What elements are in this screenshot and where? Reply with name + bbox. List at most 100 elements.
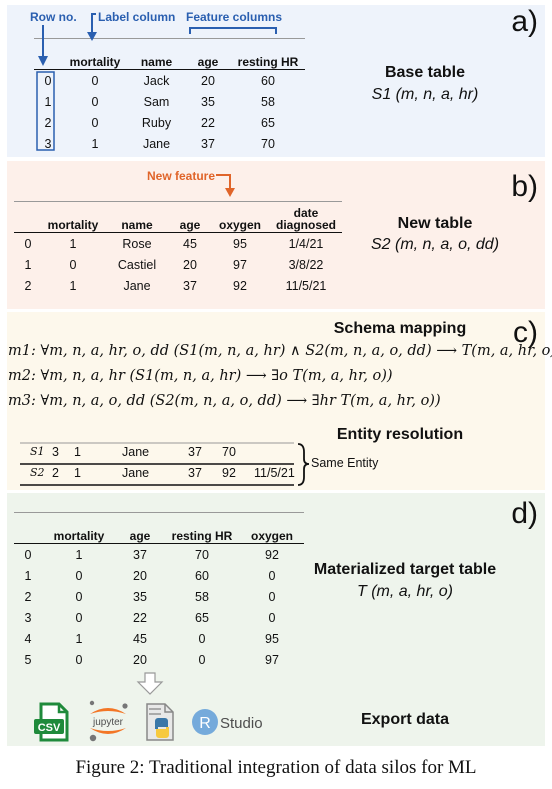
table-cell: 60 xyxy=(195,568,209,583)
target-table-schema: T (m, a, hr, o) xyxy=(356,583,453,600)
table-cell: 0 xyxy=(198,631,206,646)
table-cell: 70 xyxy=(261,136,275,151)
table-cell: 0 xyxy=(91,73,99,88)
table-row: 1 0 20 60 0 xyxy=(14,565,304,586)
entity-source: S2 xyxy=(30,466,45,479)
mapping-m1: m1: ∀m, n, a, hr, o, dd (S1(m, n, a, hr)… xyxy=(8,343,552,359)
table-cell: 0 xyxy=(75,652,83,667)
table-cell: 5 xyxy=(24,652,32,667)
table-cell: 0 xyxy=(24,236,32,251)
figure-caption: Figure 2: Traditional integration of dat… xyxy=(75,757,477,778)
table-cell: 0 xyxy=(75,610,83,625)
table-row: 0 1 Rose 45 95 1/4/21 xyxy=(14,233,342,255)
table-cell: 1/4/21 xyxy=(288,236,324,251)
table-cell: 70 xyxy=(195,547,209,562)
table-cell: 65 xyxy=(261,115,275,130)
table-row: 0 1 37 70 92 xyxy=(14,544,304,566)
column-header xyxy=(14,201,42,233)
column-header: age xyxy=(170,201,210,233)
table-cell: 20 xyxy=(183,257,197,272)
table-cell: 1 xyxy=(69,236,77,251)
table-cell: 0 xyxy=(91,94,99,109)
row-number-box xyxy=(36,71,55,151)
entity-cell: 1 xyxy=(74,466,81,480)
column-header xyxy=(34,38,62,70)
label-column-arrowhead xyxy=(87,32,97,41)
rstudio-icon: R Studio xyxy=(189,706,273,738)
table-cell: 2 xyxy=(24,278,32,293)
column-header: mortality xyxy=(42,512,116,544)
column-header: resting HR xyxy=(231,38,305,70)
column-header xyxy=(14,512,42,544)
table-cell: 0 xyxy=(91,115,99,130)
table-cell: 97 xyxy=(265,652,279,667)
table-cell: 20 xyxy=(133,652,147,667)
table-cell: 20 xyxy=(133,568,147,583)
export-data-title: Export data xyxy=(360,711,449,728)
table-cell: 97 xyxy=(233,257,247,272)
table-cell: 0 xyxy=(24,547,32,562)
new-table-title: New table xyxy=(397,215,473,232)
entity-cell: 3 xyxy=(52,445,59,459)
table-cell: 20 xyxy=(201,73,215,88)
panel-a-label: a) xyxy=(511,5,538,38)
rstudio-icon-text: Studio xyxy=(220,715,263,732)
table-cell: 37 xyxy=(133,547,147,562)
table-cell: 4 xyxy=(24,631,32,646)
table-cell: 1 xyxy=(24,568,32,583)
entity-resolution-title: Entity resolution xyxy=(336,426,464,443)
new-table-schema: S2 (m, n, a, o, dd) xyxy=(370,236,500,253)
entity-cell: Jane xyxy=(122,466,150,480)
table-row: 2 1 Jane 37 92 11/5/21 xyxy=(14,275,342,296)
table-row: 0 0 Jack 20 60 xyxy=(34,70,305,92)
table-cell: 65 xyxy=(195,610,209,625)
entity-source: S1 xyxy=(30,445,45,458)
entity-cell: 92 xyxy=(222,466,236,480)
table-cell: 60 xyxy=(261,73,275,88)
column-header: resting HR xyxy=(164,512,240,544)
table-cell: 0 xyxy=(268,589,276,604)
table-cell: 95 xyxy=(265,631,279,646)
target-table: mortality age resting HR oxygen 0 1 37 70 92 1 0 2… xyxy=(14,512,304,670)
table-row: 2 0 35 58 0 xyxy=(14,586,304,607)
label-column-annotation: Label column xyxy=(98,10,176,24)
table-cell: 45 xyxy=(133,631,147,646)
table-cell: Rose xyxy=(122,236,152,251)
csv-file-icon: CSV xyxy=(33,702,73,742)
jupyter-icon-text: jupyter xyxy=(92,717,124,728)
column-header: mortality xyxy=(62,38,128,70)
panel-d-label: d) xyxy=(511,497,538,530)
table-cell: 2 xyxy=(24,589,32,604)
table-cell: 1 xyxy=(75,547,83,562)
table-cell: Castiel xyxy=(117,257,157,272)
entity-cell: 1 xyxy=(74,445,81,459)
new-feature-arrowhead xyxy=(225,188,235,197)
entity-cell: 37 xyxy=(188,445,202,459)
python-file-icon xyxy=(143,702,179,742)
table-cell: Sam xyxy=(143,94,170,109)
table-row: 5 0 20 0 97 xyxy=(14,649,304,670)
same-entity-brace xyxy=(297,443,310,486)
table-cell: Jane xyxy=(123,278,151,293)
table-cell: 0 xyxy=(268,568,276,583)
feature-columns-bracket xyxy=(189,27,277,34)
column-header: age xyxy=(116,512,164,544)
table-row: 3 0 22 65 0 xyxy=(14,607,304,628)
table-cell: Ruby xyxy=(141,115,172,130)
table-cell: Jane xyxy=(142,136,171,151)
entity-cell: 2 xyxy=(52,466,59,480)
table-cell: 0 xyxy=(75,568,83,583)
table-cell: 0 xyxy=(198,652,206,667)
table-cell: 0 xyxy=(268,610,276,625)
mapping-m2: m2: ∀m, n, a, hr (S1(m, n, a, hr) ⟶ ∃o T… xyxy=(8,368,393,384)
table-cell: 1 xyxy=(24,257,32,272)
table-header-row: mortality name age oxygen date diagnosed xyxy=(14,201,342,233)
table-row: 1 0 Castiel 20 97 3/8/22 xyxy=(14,254,342,275)
table-cell: 3 xyxy=(24,610,32,625)
table-cell: 58 xyxy=(195,589,209,604)
panel-c-label: c) xyxy=(513,316,538,349)
table-row: 2 0 Ruby 22 65 xyxy=(34,112,305,133)
table-header-row: mortality age resting HR oxygen xyxy=(14,512,304,544)
panel-b xyxy=(7,161,545,309)
